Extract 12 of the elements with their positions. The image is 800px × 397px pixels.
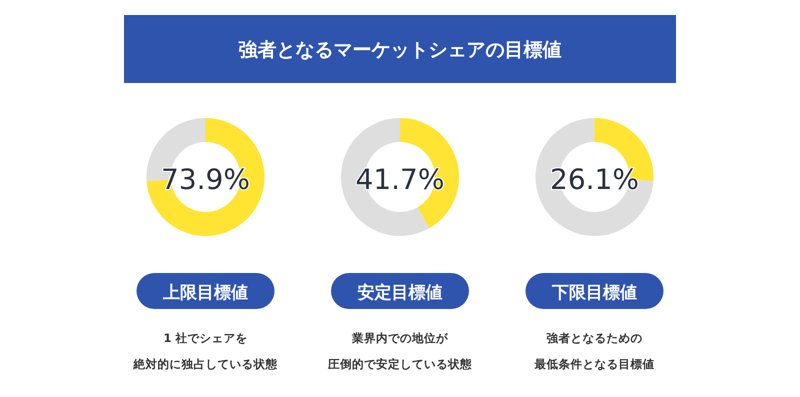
text: 絶対的に独占している状態 <box>132 357 278 371</box>
text: 26.1% <box>550 163 639 196</box>
text: 1 社でシェアを <box>163 331 248 345</box>
text: 強者となるマーケットシェアの目標値 <box>238 39 562 61</box>
text: 圧倒的で安定している状態 <box>327 357 473 371</box>
text: 下限目標値 <box>551 283 637 303</box>
text: 上限目標値 <box>162 283 248 303</box>
donut-slice <box>536 118 654 236</box>
text: 業界内での地位が <box>351 331 449 345</box>
text: 最低条件となる目標値 <box>534 357 654 371</box>
text: 安定目標値 <box>358 283 442 303</box>
text: 強者となるための <box>546 331 642 345</box>
